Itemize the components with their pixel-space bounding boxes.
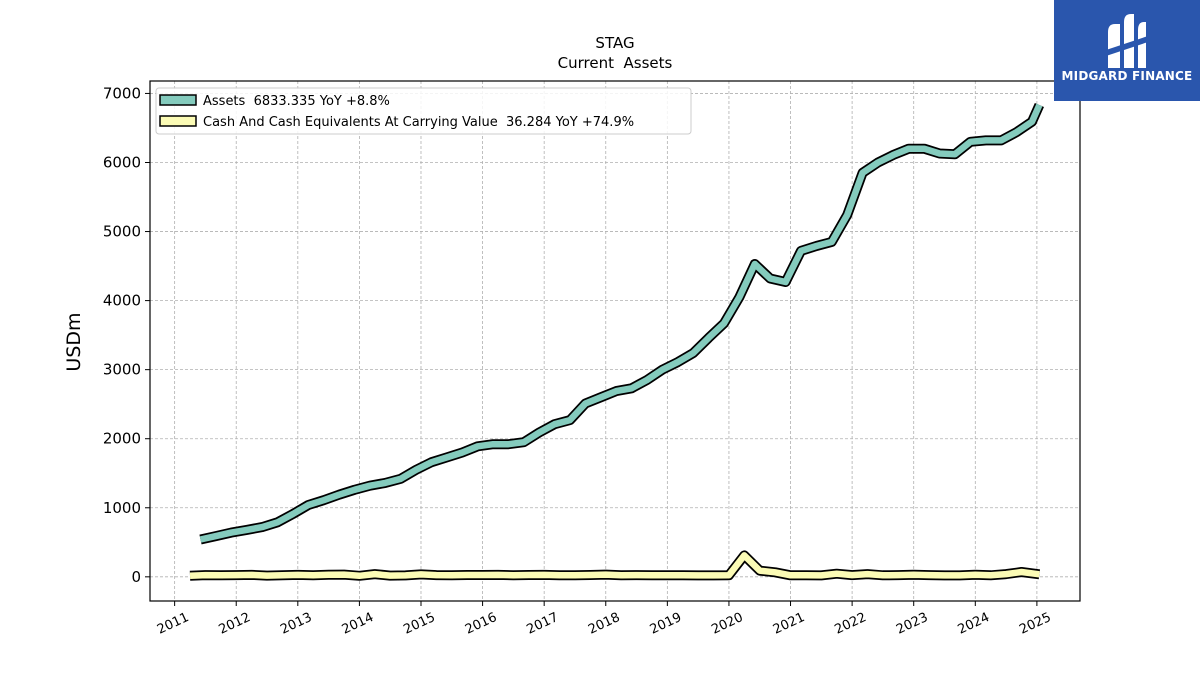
x-axis: 2011 2012 2013 2014 2015 2016 2017 2018 2019 2020… [155,601,1054,638]
y-tick-label: 4000 [103,292,141,310]
legend-label-cash: Cash And Cash Equivalents At Carrying Va… [203,115,634,130]
legend-swatch-assets [159,94,197,106]
x-tick-label: 2019 [648,610,684,638]
y-axis-label: USDm [63,312,85,371]
x-tick-label: 2023 [894,610,930,638]
x-tick-label: 2021 [771,610,807,638]
midgard-logo-icon [1106,14,1148,68]
chart-subtitle: Current Assets [558,54,673,72]
brand-name: MIDGARD FINANCE [1061,69,1193,83]
y-tick-label: 1000 [103,499,141,517]
x-tick-label: 2015 [401,610,437,638]
x-tick-label: 2013 [278,610,314,638]
x-tick-label: 2017 [525,610,561,638]
y-tick-label: 2000 [103,430,141,448]
plot-area-frame [149,80,1081,602]
legend-label-assets: Assets 6833.335 YoY +8.8% [203,94,390,109]
x-tick-label: 2025 [1017,610,1053,638]
y-tick-label: 3000 [103,361,141,379]
x-tick-label: 2011 [155,610,191,638]
gridlines [150,81,1080,601]
legend: Assets 6833.335 YoY +8.8% Cash And Cash … [155,87,692,135]
series-layer [189,102,1044,581]
legend-box [155,87,692,135]
y-tick-label: 6000 [103,153,141,171]
series-line-assets [199,103,1043,543]
y-tick-label: 5000 [103,223,141,241]
brand-logo: MIDGARD FINANCE [1054,0,1200,101]
x-tick-label: 2014 [340,610,376,638]
x-tick-label: 2012 [217,610,253,638]
x-tick-label: 2018 [586,610,622,638]
x-tick-label: 2022 [832,610,868,638]
y-tick-label: 7000 [103,84,141,102]
x-tick-label: 2016 [463,610,499,638]
series-line-cash [189,552,1040,580]
x-tick-label: 2024 [956,610,992,638]
x-tick-label: 2020 [709,610,745,638]
legend-swatch-cash [159,115,197,127]
y-axis: 0 1000 2000 3000 4000 5000 6000 7000 [103,84,150,586]
chart-title: STAG [595,34,634,52]
y-tick-label: 0 [131,568,141,586]
